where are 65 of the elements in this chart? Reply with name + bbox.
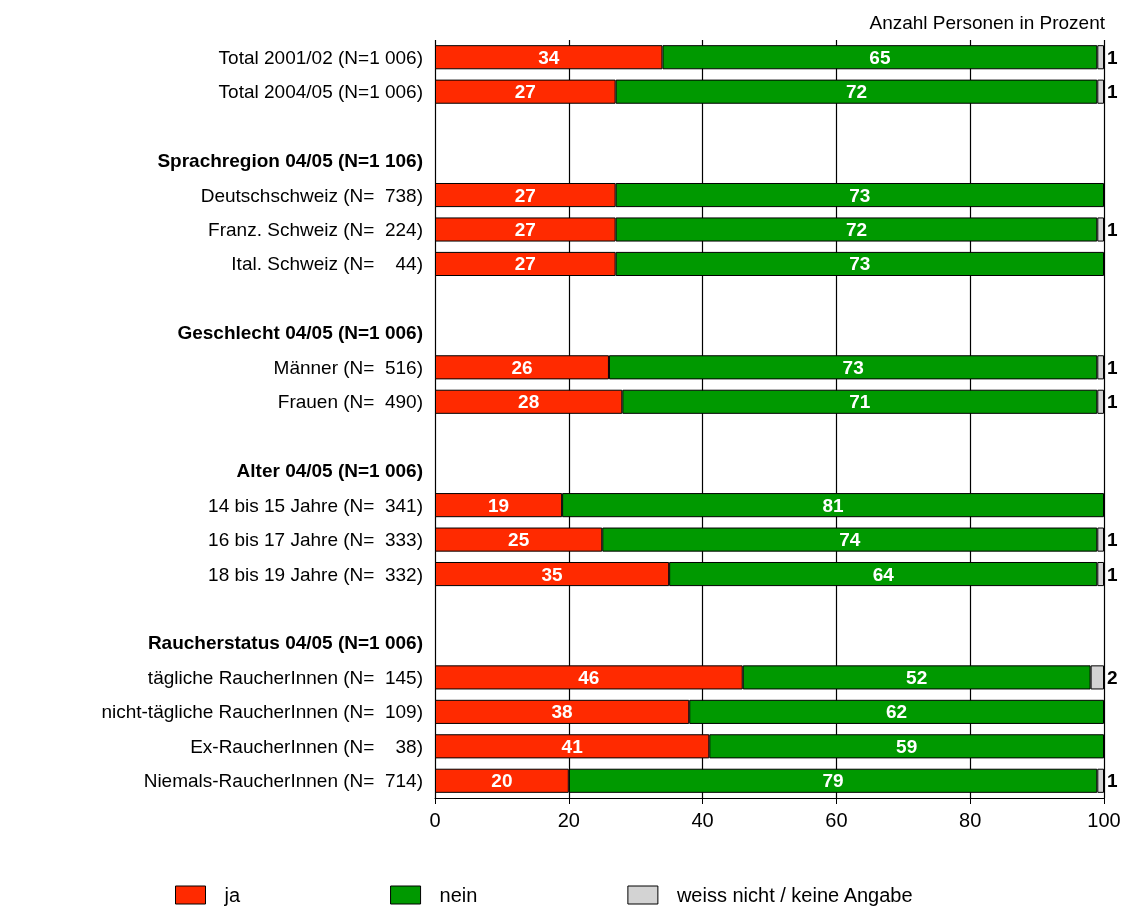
data-label: 65 — [869, 46, 891, 68]
data-label: 72 — [845, 81, 868, 103]
data-label: 52 — [906, 666, 928, 688]
y-tick-label: Raucherstatus 04/05 (N=1 006) — [147, 632, 423, 654]
data-label: 41 — [561, 735, 584, 757]
data-label: 19 — [487, 494, 510, 516]
data-label: 2 — [1107, 666, 1118, 688]
data-label: 46 — [578, 666, 600, 688]
x-tick-label: 40 — [691, 809, 714, 831]
y-tick-label: tägliche RaucherInnen (N= 145) — [147, 666, 423, 688]
legend-label: weiss nicht / keine Angabe — [675, 884, 913, 906]
data-label: 1 — [1107, 529, 1118, 551]
data-label: 64 — [872, 563, 895, 585]
data-label: 34 — [538, 46, 560, 68]
y-tick-label: Niemals-RaucherInnen (N= 714) — [143, 770, 423, 792]
y-tick-label: Frauen (N= 490) — [277, 391, 423, 413]
data-label: 20 — [491, 770, 513, 792]
y-tick-label: nicht-tägliche RaucherInnen (N= 109) — [101, 701, 423, 723]
x-tick-label: 20 — [557, 809, 580, 831]
y-tick-label: Franz. Schweiz (N= 224) — [208, 219, 423, 240]
data-label: 1 — [1107, 219, 1118, 240]
data-label: 27 — [514, 253, 536, 275]
data-label: 25 — [508, 529, 530, 551]
data-label: 26 — [511, 356, 533, 378]
data-label: 81 — [822, 494, 845, 516]
chart-title: Anzahl Personen in Prozent — [869, 12, 1106, 33]
data-label: 73 — [849, 184, 871, 206]
x-tick-label: 100 — [1087, 809, 1121, 831]
data-label: 79 — [822, 770, 844, 792]
data-label: 1 — [1107, 46, 1118, 68]
data-label: 27 — [514, 219, 536, 240]
y-tick-label: Ital. Schweiz (N= 44) — [231, 253, 423, 275]
y-tick-label: Geschlecht 04/05 (N=1 006) — [177, 322, 423, 344]
y-tick-label: Alter 04/05 (N=1 006) — [236, 460, 423, 482]
x-tick-label: 0 — [429, 809, 441, 831]
y-tick-label: Deutschschweiz (N= 738) — [200, 184, 423, 206]
data-label: 74 — [839, 529, 861, 551]
data-label: 27 — [514, 184, 536, 206]
data-label: 1 — [1107, 356, 1118, 378]
y-tick-label: 14 bis 15 Jahre (N= 341) — [208, 494, 423, 516]
y-tick-label: Sprachregion 04/05 (N=1 106) — [157, 150, 423, 172]
data-label: 72 — [845, 219, 868, 240]
x-tick-label: 80 — [959, 809, 982, 831]
y-tick-label: Total 2004/05 (N=1 006) — [218, 81, 423, 103]
y-tick-label: Männer (N= 516) — [273, 356, 423, 378]
data-label: 1 — [1107, 81, 1118, 103]
legend-label: ja — [223, 884, 241, 906]
data-label: 1 — [1107, 770, 1118, 792]
y-tick-label: 16 bis 17 Jahre (N= 333) — [208, 529, 423, 551]
x-tick-label: 60 — [825, 809, 848, 831]
y-tick-label: Ex-RaucherInnen (N= 38) — [190, 735, 423, 757]
data-label: 62 — [886, 701, 908, 723]
data-label: 73 — [842, 356, 864, 378]
legend-label: nein — [439, 884, 478, 906]
data-label: 35 — [541, 563, 564, 585]
y-tick-label: Total 2001/02 (N=1 006) — [218, 46, 423, 68]
y-tick-label: 18 bis 19 Jahre (N= 332) — [208, 563, 423, 585]
data-label: 71 — [849, 391, 871, 413]
data-label: 27 — [514, 81, 536, 103]
data-label: 1 — [1107, 391, 1118, 413]
data-label: 28 — [518, 391, 540, 413]
data-label: 73 — [849, 253, 871, 275]
data-label: 38 — [551, 701, 573, 723]
data-label: 59 — [896, 735, 918, 757]
data-label: 1 — [1107, 563, 1118, 585]
